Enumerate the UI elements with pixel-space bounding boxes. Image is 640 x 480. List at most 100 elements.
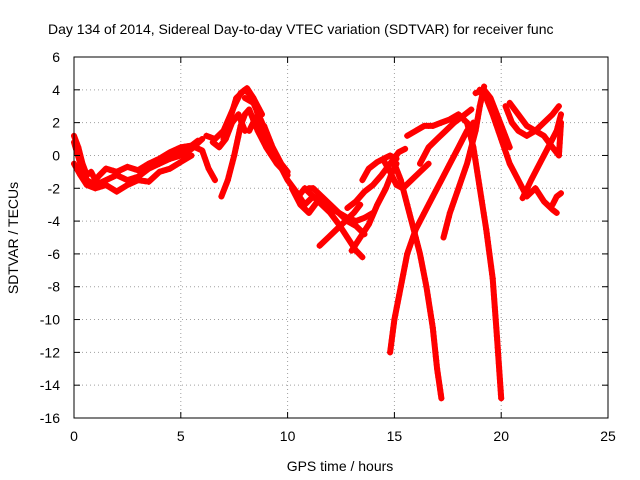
data-point <box>446 116 453 123</box>
data-point <box>470 144 477 151</box>
data-point <box>524 184 531 191</box>
data-point <box>384 181 391 188</box>
data-point <box>396 291 403 298</box>
data-point <box>448 206 455 213</box>
data-point <box>406 209 413 216</box>
data-point <box>408 177 415 184</box>
data-point <box>416 219 423 226</box>
data-point <box>451 195 458 202</box>
data-point <box>335 209 342 216</box>
data-point <box>247 110 254 117</box>
data-point <box>241 86 248 93</box>
data-point <box>422 163 429 170</box>
data-point <box>167 165 174 172</box>
data-point <box>205 165 212 172</box>
data-point <box>388 172 395 179</box>
data-point <box>128 180 134 187</box>
data-point <box>423 283 430 290</box>
data-point <box>230 156 237 163</box>
data-point <box>232 98 239 105</box>
series-pass-02 <box>71 136 206 188</box>
y-tick-label: 6 <box>52 49 60 65</box>
data-point <box>393 182 400 188</box>
data-point <box>533 167 540 174</box>
data-point <box>503 136 510 142</box>
data-point <box>476 107 483 114</box>
data-point <box>417 168 423 175</box>
data-point <box>124 163 131 170</box>
data-point <box>558 111 564 118</box>
data-point <box>292 191 299 198</box>
data-point <box>405 179 412 186</box>
data-point <box>95 184 102 191</box>
data-point <box>398 147 405 154</box>
data-point <box>327 201 334 208</box>
data-point <box>365 221 372 228</box>
data-point <box>519 130 526 137</box>
data-point <box>358 191 365 198</box>
data-point <box>481 214 488 220</box>
y-tick-labels: -16 -14 -12 -10 -8 -6 -4 -2 0 2 4 6 <box>40 49 60 426</box>
data-point <box>142 168 149 175</box>
y-tick-label: -12 <box>40 344 60 360</box>
data-point <box>402 259 409 266</box>
data-point <box>543 201 550 208</box>
data-point <box>229 109 236 116</box>
data-point <box>497 132 503 139</box>
data-point <box>357 216 364 223</box>
data-point <box>276 160 283 167</box>
data-point <box>263 133 270 140</box>
data-point <box>77 172 84 179</box>
data-point <box>255 111 262 118</box>
y-tick-label: -8 <box>48 279 61 295</box>
data-point <box>472 90 479 97</box>
data-point <box>188 142 195 149</box>
data-point <box>464 119 470 126</box>
data-point <box>322 237 329 244</box>
data-point <box>241 95 248 101</box>
data-point <box>478 193 485 200</box>
data-point <box>414 242 421 249</box>
data-point <box>427 312 434 319</box>
y-tick-label: 4 <box>52 82 60 98</box>
data-point <box>288 185 295 192</box>
data-point <box>346 237 353 244</box>
data-point <box>348 212 354 219</box>
data-point <box>318 201 325 208</box>
data-point <box>110 173 117 180</box>
data-point <box>359 177 366 184</box>
data-point <box>402 193 409 200</box>
data-point <box>548 137 555 144</box>
data-point <box>325 234 332 241</box>
data-point <box>511 170 518 177</box>
data-point <box>409 222 416 229</box>
data-point <box>450 199 457 206</box>
data-point <box>424 203 431 210</box>
data-point <box>438 119 445 126</box>
data-point <box>480 205 486 212</box>
data-point <box>448 122 455 129</box>
data-point <box>236 92 243 99</box>
data-point <box>227 123 234 130</box>
data-point <box>357 234 364 241</box>
data-point <box>401 267 407 274</box>
data-point <box>492 118 499 125</box>
data-point <box>228 112 234 119</box>
data-point <box>550 134 557 141</box>
data-point <box>515 177 522 184</box>
data-point <box>92 185 99 192</box>
data-point <box>411 174 418 181</box>
data-point <box>543 147 550 154</box>
data-point <box>469 140 476 147</box>
data-point <box>212 177 218 184</box>
series-pass-12 <box>288 185 321 216</box>
data-point <box>391 316 398 323</box>
data-point <box>418 259 425 266</box>
data-point <box>513 173 520 180</box>
data-point <box>420 267 427 274</box>
x-tick-label: 20 <box>493 428 509 444</box>
series-pass-24 <box>464 119 505 402</box>
data-point <box>363 169 370 176</box>
data-point <box>359 254 366 261</box>
data-point <box>207 134 214 141</box>
